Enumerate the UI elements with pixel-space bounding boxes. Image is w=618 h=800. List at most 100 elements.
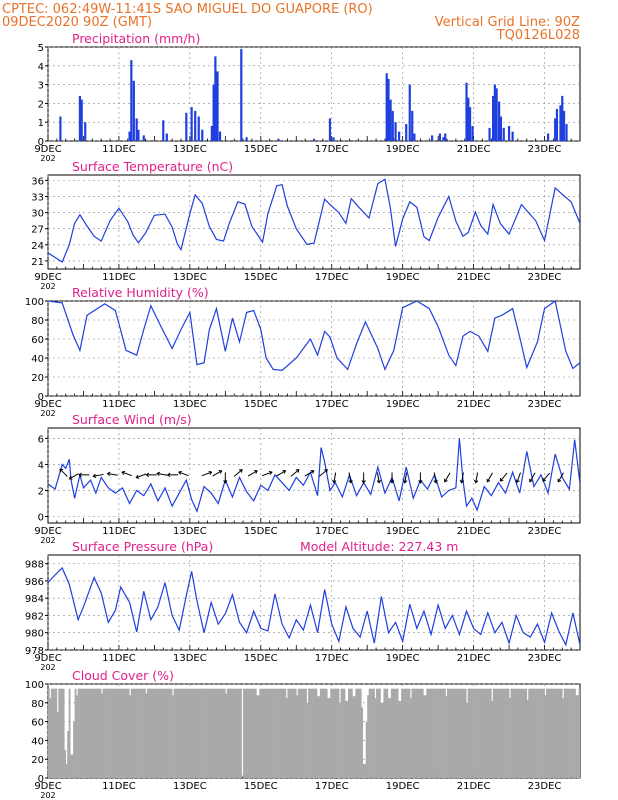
cloud-bar: [353, 696, 356, 778]
wind-arrow: [145, 472, 157, 478]
cloud-bar: [124, 688, 127, 778]
cloud-bar: [460, 688, 463, 778]
y-tick-label: 40: [31, 354, 44, 365]
cloud-bar: [365, 721, 368, 778]
cloud-bar: [93, 688, 96, 778]
cloud-bar: [300, 688, 303, 778]
cloud-bar: [398, 700, 401, 778]
cloud-bar: [325, 688, 328, 778]
cloud-bar: [421, 688, 424, 778]
cloud-bar: [89, 688, 92, 778]
wind-arrow: [473, 472, 479, 484]
wind-arrow: [59, 468, 68, 477]
cloud-bar: [73, 721, 75, 778]
x-tick-label: 13DEC: [173, 526, 207, 537]
precip-bar: [467, 97, 470, 141]
cloud-bar: [50, 688, 53, 778]
x-year-label: 202: [40, 791, 55, 800]
cloud-bar: [445, 696, 448, 778]
cloud-bar: [79, 688, 81, 778]
cloud-bar: [311, 688, 313, 778]
cloud-bar: [327, 698, 330, 778]
cloud-bar: [144, 688, 146, 778]
cloud-bar: [169, 688, 171, 778]
wind-arrow: [223, 472, 228, 484]
cloud-bar: [447, 688, 449, 778]
wind-arrow-shaft: [461, 472, 464, 483]
precip-bar: [216, 71, 219, 141]
cloud-bar: [457, 688, 460, 778]
cloud-bar: [333, 688, 335, 778]
cloud-bar: [464, 688, 467, 778]
cloud-bar: [234, 688, 236, 778]
cloud-bar: [189, 688, 192, 778]
cloud-bar: [129, 695, 132, 778]
cloud-bar: [58, 688, 61, 778]
wind-arrow: [304, 470, 315, 477]
cloud-bar: [98, 688, 101, 778]
wind-arrow-head: [433, 479, 438, 484]
cloud-bar: [529, 688, 532, 778]
cloud-bar: [247, 688, 250, 778]
cloud-bar: [516, 688, 519, 778]
cloud-bar: [404, 688, 406, 778]
x-tick-label: 9DEC: [34, 272, 61, 283]
cloud-bar: [302, 688, 304, 778]
cloud-bar: [565, 688, 567, 778]
precip-bar: [218, 131, 222, 141]
wind-arrow-head: [310, 470, 315, 474]
cloud-bar: [548, 688, 551, 778]
cloud-bar: [531, 688, 534, 778]
rh-line: [48, 301, 580, 372]
wind-arrow-head: [166, 472, 171, 478]
wind-arrow: [515, 472, 521, 484]
precip-bar: [546, 133, 550, 141]
cloud-bar: [80, 688, 83, 778]
wind-arrow-shaft: [376, 472, 380, 483]
cloud-bar: [213, 688, 216, 778]
x-tick-label: 23DEC: [528, 526, 562, 537]
cloud-bar: [175, 688, 177, 778]
cloud-bar: [342, 688, 344, 778]
x-tick-label: 19DEC: [386, 144, 420, 155]
cloud-bar: [396, 688, 399, 778]
panel-frame: [47, 427, 581, 524]
cloud-bar: [206, 688, 208, 778]
precip-bar: [442, 137, 445, 141]
cloud-bar: [172, 695, 174, 778]
wind-arrow-shaft: [516, 472, 521, 483]
cloud-bar: [179, 688, 182, 778]
precip-bar: [130, 60, 133, 141]
cloud-bar: [294, 688, 297, 778]
cloud-bars: [48, 688, 580, 778]
cloud-bar: [139, 688, 142, 778]
cloud-bar: [260, 688, 263, 778]
cloud-bar: [275, 688, 278, 778]
y-tick-label: 3: [38, 81, 44, 92]
wind-arrow-shaft: [433, 472, 437, 483]
y-tick-label: 0: [38, 392, 44, 403]
wind-arrow-shaft: [499, 472, 508, 482]
cloud-bar: [547, 688, 550, 778]
precip-bar: [391, 110, 394, 141]
panel-annotation: Model Altitude: 227.43 m: [300, 539, 458, 554]
cloud-bar: [86, 688, 89, 778]
cloud-bar: [281, 688, 284, 778]
header: CPTEC: 062:49W-11:41S SAO MIGUEL DO GUAP…: [2, 2, 580, 43]
cloud-bar: [195, 688, 198, 778]
cloud-bar: [331, 688, 334, 778]
precip-bar: [197, 116, 200, 141]
precip-bar: [132, 80, 135, 141]
x-tick-label: 15DEC: [244, 781, 278, 792]
cloud-bar: [210, 688, 213, 778]
x-tick-label: 17DEC: [315, 781, 349, 792]
cloud-bar: [451, 688, 454, 778]
cloud-bar: [350, 688, 353, 778]
cloud-bar: [361, 707, 364, 778]
cloud-bar: [554, 688, 557, 778]
wind-arrow-shaft: [529, 472, 536, 483]
x-tick-label: 11DEC: [102, 781, 136, 792]
precip-bar: [185, 112, 188, 141]
cloud-bar: [432, 688, 434, 778]
y-tick-label: 1: [38, 118, 44, 129]
